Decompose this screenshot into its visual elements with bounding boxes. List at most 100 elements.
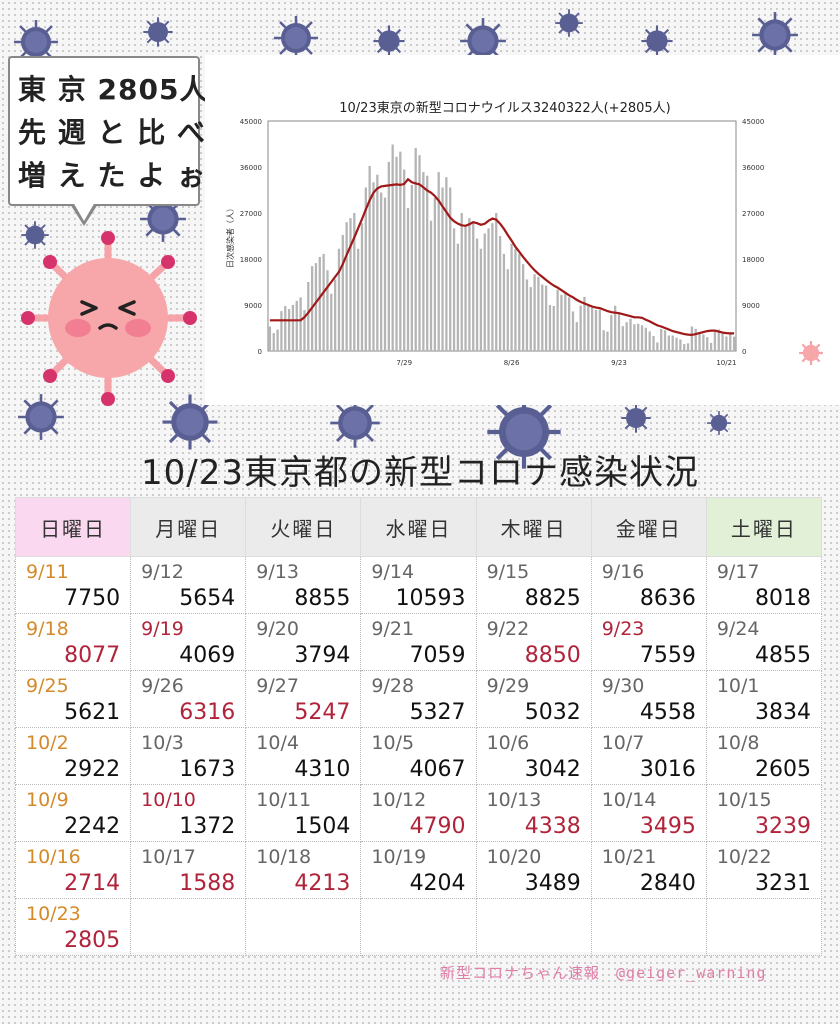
bar xyxy=(556,289,559,351)
bar xyxy=(295,300,298,351)
cell-date: 9/18 xyxy=(26,618,69,640)
bar xyxy=(364,187,367,351)
cell-value: 8636 xyxy=(639,586,696,611)
y-tick-label-left: 36000 xyxy=(240,164,262,172)
header-day-6: 土曜日 xyxy=(705,497,823,557)
cell-date: 9/11 xyxy=(26,561,69,583)
average-line xyxy=(269,177,735,337)
cell-value: 3794 xyxy=(294,643,351,668)
cell-date: 10/21 xyxy=(601,846,657,868)
bar xyxy=(291,305,295,351)
bar xyxy=(330,293,333,351)
virus-icon xyxy=(140,196,186,242)
table-row: 10/16 2714 10/17 1588 10/18 4213 10/19 4204 10/2… xyxy=(14,841,823,899)
cell-date: 10/12 xyxy=(371,789,427,811)
table-cell: 10/2 2922 xyxy=(14,727,132,785)
bar xyxy=(694,328,697,351)
table-cell: 9/16 8636 xyxy=(590,556,707,614)
cell-value: 2242 xyxy=(64,814,121,839)
bar xyxy=(610,314,613,351)
cell-value: 10593 xyxy=(395,586,466,611)
bar xyxy=(318,256,321,351)
bar xyxy=(702,334,705,351)
bar xyxy=(629,318,632,351)
y-tick-label-right: 0 xyxy=(742,348,746,356)
table-cell: 9/18 8077 xyxy=(14,613,132,671)
y-tick-label-right: 45000 xyxy=(742,118,764,126)
bar xyxy=(686,343,690,351)
bar xyxy=(406,207,410,351)
bar xyxy=(671,335,674,351)
cell-date: 10/16 xyxy=(26,846,81,868)
virus-icon xyxy=(555,9,583,37)
cell-date: 9/28 xyxy=(371,675,415,697)
cell-date: 10/3 xyxy=(141,732,184,754)
bar xyxy=(675,337,678,351)
bar xyxy=(414,148,417,351)
bar xyxy=(552,306,555,351)
virus-icon xyxy=(14,20,58,64)
bar xyxy=(510,243,513,351)
crying-virus-mascot-icon xyxy=(799,341,823,365)
cell-value: 5654 xyxy=(179,586,236,611)
table-cell: 10/19 4204 xyxy=(360,841,477,899)
bar xyxy=(395,156,398,351)
bar xyxy=(475,238,479,351)
header-day-0: 日曜日 xyxy=(14,497,132,557)
bar xyxy=(399,151,402,351)
x-tick-label: 8/26 xyxy=(504,359,520,367)
virus-icon xyxy=(21,221,49,249)
cell-value: 4069 xyxy=(179,643,236,668)
cell-date: 9/26 xyxy=(141,675,184,697)
header-day-1: 月曜日 xyxy=(130,497,247,557)
bar xyxy=(456,243,460,351)
cases-table-panel: 日曜日 月曜日 火曜日 水曜日 木曜日 金曜日 土曜日 9/11 7750 9/12 5654 9/… xyxy=(14,497,823,956)
bar xyxy=(314,263,318,351)
table-cell: 10/4 4310 xyxy=(245,727,362,785)
table-cell: 9/14 10593 xyxy=(360,556,477,614)
cell-date: 9/22 xyxy=(486,618,530,640)
bar xyxy=(322,253,325,351)
bar xyxy=(491,223,494,351)
bar xyxy=(487,228,490,351)
bar xyxy=(560,294,563,351)
bar xyxy=(410,184,414,351)
bar xyxy=(418,155,421,351)
cell-value: 2922 xyxy=(64,757,121,782)
table-cell xyxy=(360,898,477,956)
bar xyxy=(353,213,356,351)
cell-value: 3489 xyxy=(524,871,581,896)
y-tick-label-left: 9000 xyxy=(244,302,262,310)
cell-value: 5032 xyxy=(524,700,581,725)
table-cell: 9/29 5032 xyxy=(475,670,592,728)
speech-line-2: 先 週 と 比 べ xyxy=(18,116,206,149)
bar xyxy=(583,296,586,351)
bar xyxy=(721,333,724,351)
table-row: 9/25 5621 9/26 6316 9/27 5247 9/28 5327 9/29 5032… xyxy=(14,670,823,728)
bar xyxy=(690,326,694,351)
table-cell: 10/6 3042 xyxy=(475,727,592,785)
bar xyxy=(625,322,628,351)
y-tick-label-right: 9000 xyxy=(742,302,760,310)
bar xyxy=(713,329,717,351)
table-cell: 9/30 4558 xyxy=(590,670,707,728)
bar xyxy=(709,342,713,351)
cell-value: 8077 xyxy=(64,643,121,668)
table-cell: 9/26 6316 xyxy=(130,670,247,728)
cell-value: 3239 xyxy=(755,814,811,839)
page-title: 10/23東京都の新型コロナ感染状況 xyxy=(141,453,699,493)
cell-value: 5621 xyxy=(64,700,121,725)
bar xyxy=(452,228,456,351)
table-cell: 9/19 4069 xyxy=(130,613,247,671)
virus-icon xyxy=(641,25,673,57)
bar xyxy=(621,326,624,351)
y-tick-label-right: 36000 xyxy=(742,164,764,172)
speech-bubble: 東 京 2805人 先 週 と 比 べ 増 え た よ ぉ xyxy=(8,56,207,226)
bar xyxy=(502,253,506,351)
cell-date: 9/14 xyxy=(371,561,415,583)
table-cell: 10/1 3834 xyxy=(705,670,823,728)
table-cell: 10/23 2805 xyxy=(14,898,132,956)
table-cell: 9/23 7559 xyxy=(590,613,707,671)
cell-date: 10/9 xyxy=(26,789,69,811)
cell-date: 9/15 xyxy=(486,561,530,583)
